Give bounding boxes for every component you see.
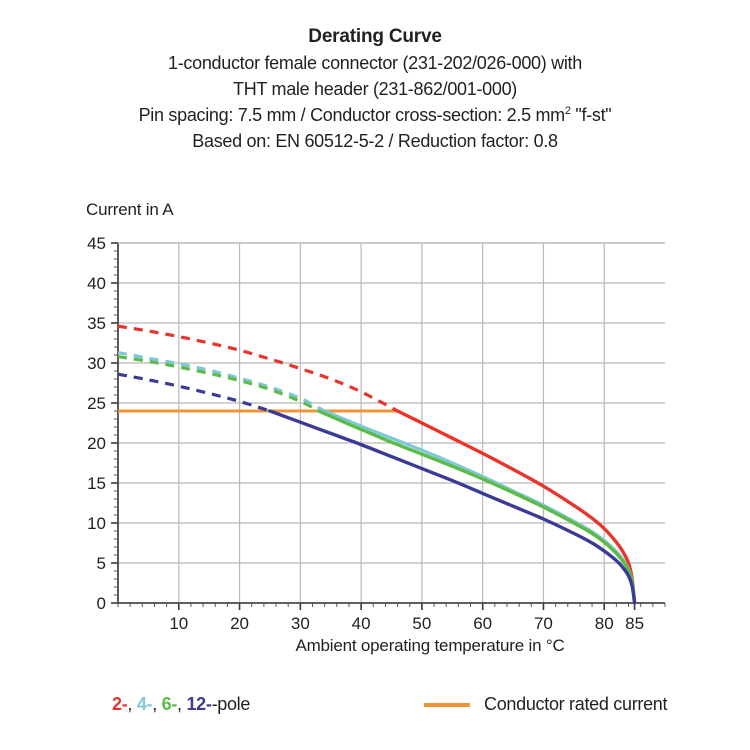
x-tick-label: 40 — [352, 614, 371, 633]
y-tick-label: 35 — [87, 314, 106, 333]
series-solid-4-pole — [322, 409, 637, 605]
legend-pole-6: 6- — [161, 694, 178, 714]
pin-spacing-text: Pin spacing: 7.5 mm / Conductor cross-se… — [138, 105, 566, 125]
pin-spacing-superscript: 2 — [564, 105, 571, 117]
y-axis-title: Current in A — [86, 200, 174, 219]
y-tick-label: 30 — [87, 354, 106, 373]
subtitle-line-4: Based on: EN 60512-5-2 / Reduction facto… — [192, 131, 558, 151]
subtitle-line-3: Pin spacing: 7.5 mm / Conductor cross-se… — [0, 102, 750, 128]
pin-spacing-suffix: "f-st" — [570, 105, 612, 125]
y-tick-label: 10 — [87, 514, 106, 533]
x-tick-label: 10 — [169, 614, 188, 633]
page-title: Derating Curve — [308, 26, 442, 47]
legend-pole-12: 12- — [186, 694, 212, 714]
legend-rated-current-group: Conductor rated current — [424, 694, 668, 715]
subtitle-line-2: THT male header (231-862/001-000) — [233, 79, 517, 99]
x-tick-label: 70 — [534, 614, 553, 633]
chart-legend: 2-, 4-, 6-, 12--pole Conductor rated cur… — [0, 694, 750, 728]
x-tick-label: 50 — [412, 614, 431, 633]
legend-pole-2: 2- — [112, 694, 128, 714]
series-dashed-6-pole — [117, 355, 320, 413]
y-tick-label: 5 — [97, 554, 106, 573]
x-tick-label: 20 — [230, 614, 249, 633]
legend-poles-group: 2-, 4-, 6-, 12--pole — [112, 694, 250, 715]
y-tick-label: 20 — [87, 434, 106, 453]
series-dashed-2-pole — [117, 324, 399, 413]
legend-separator: , — [152, 694, 162, 714]
x-tick-label: 30 — [291, 614, 310, 633]
series-solid-6-pole — [316, 409, 637, 605]
y-tick-label: 0 — [97, 594, 106, 613]
y-tick-label: 15 — [87, 474, 106, 493]
y-tick-label: 25 — [87, 394, 106, 413]
series-solid-2-pole — [395, 409, 637, 605]
x-tick-label: 80 — [595, 614, 614, 633]
y-tick-label: 40 — [87, 274, 106, 293]
x-axis-title: Ambient operating temperature in °C — [295, 636, 565, 655]
legend-separator: , — [127, 694, 137, 714]
rated-current-line-swatch — [424, 702, 470, 707]
x-tick-label: 85 — [625, 614, 644, 633]
legend-rated-current-label: Conductor rated current — [484, 694, 668, 714]
subtitle-line-1: 1-conductor female connector (231-202/02… — [168, 53, 582, 73]
legend-separator: , — [177, 694, 187, 714]
legend-poles-suffix: -pole — [211, 694, 251, 714]
y-tick-label: 45 — [87, 234, 106, 253]
series-solid-12-pole — [268, 409, 637, 605]
chart-title-block: Derating Curve 1-conductor female connec… — [0, 24, 750, 154]
x-tick-label: 60 — [473, 614, 492, 633]
series-dashed-4-pole — [117, 351, 326, 413]
legend-pole-4: 4- — [136, 694, 153, 714]
